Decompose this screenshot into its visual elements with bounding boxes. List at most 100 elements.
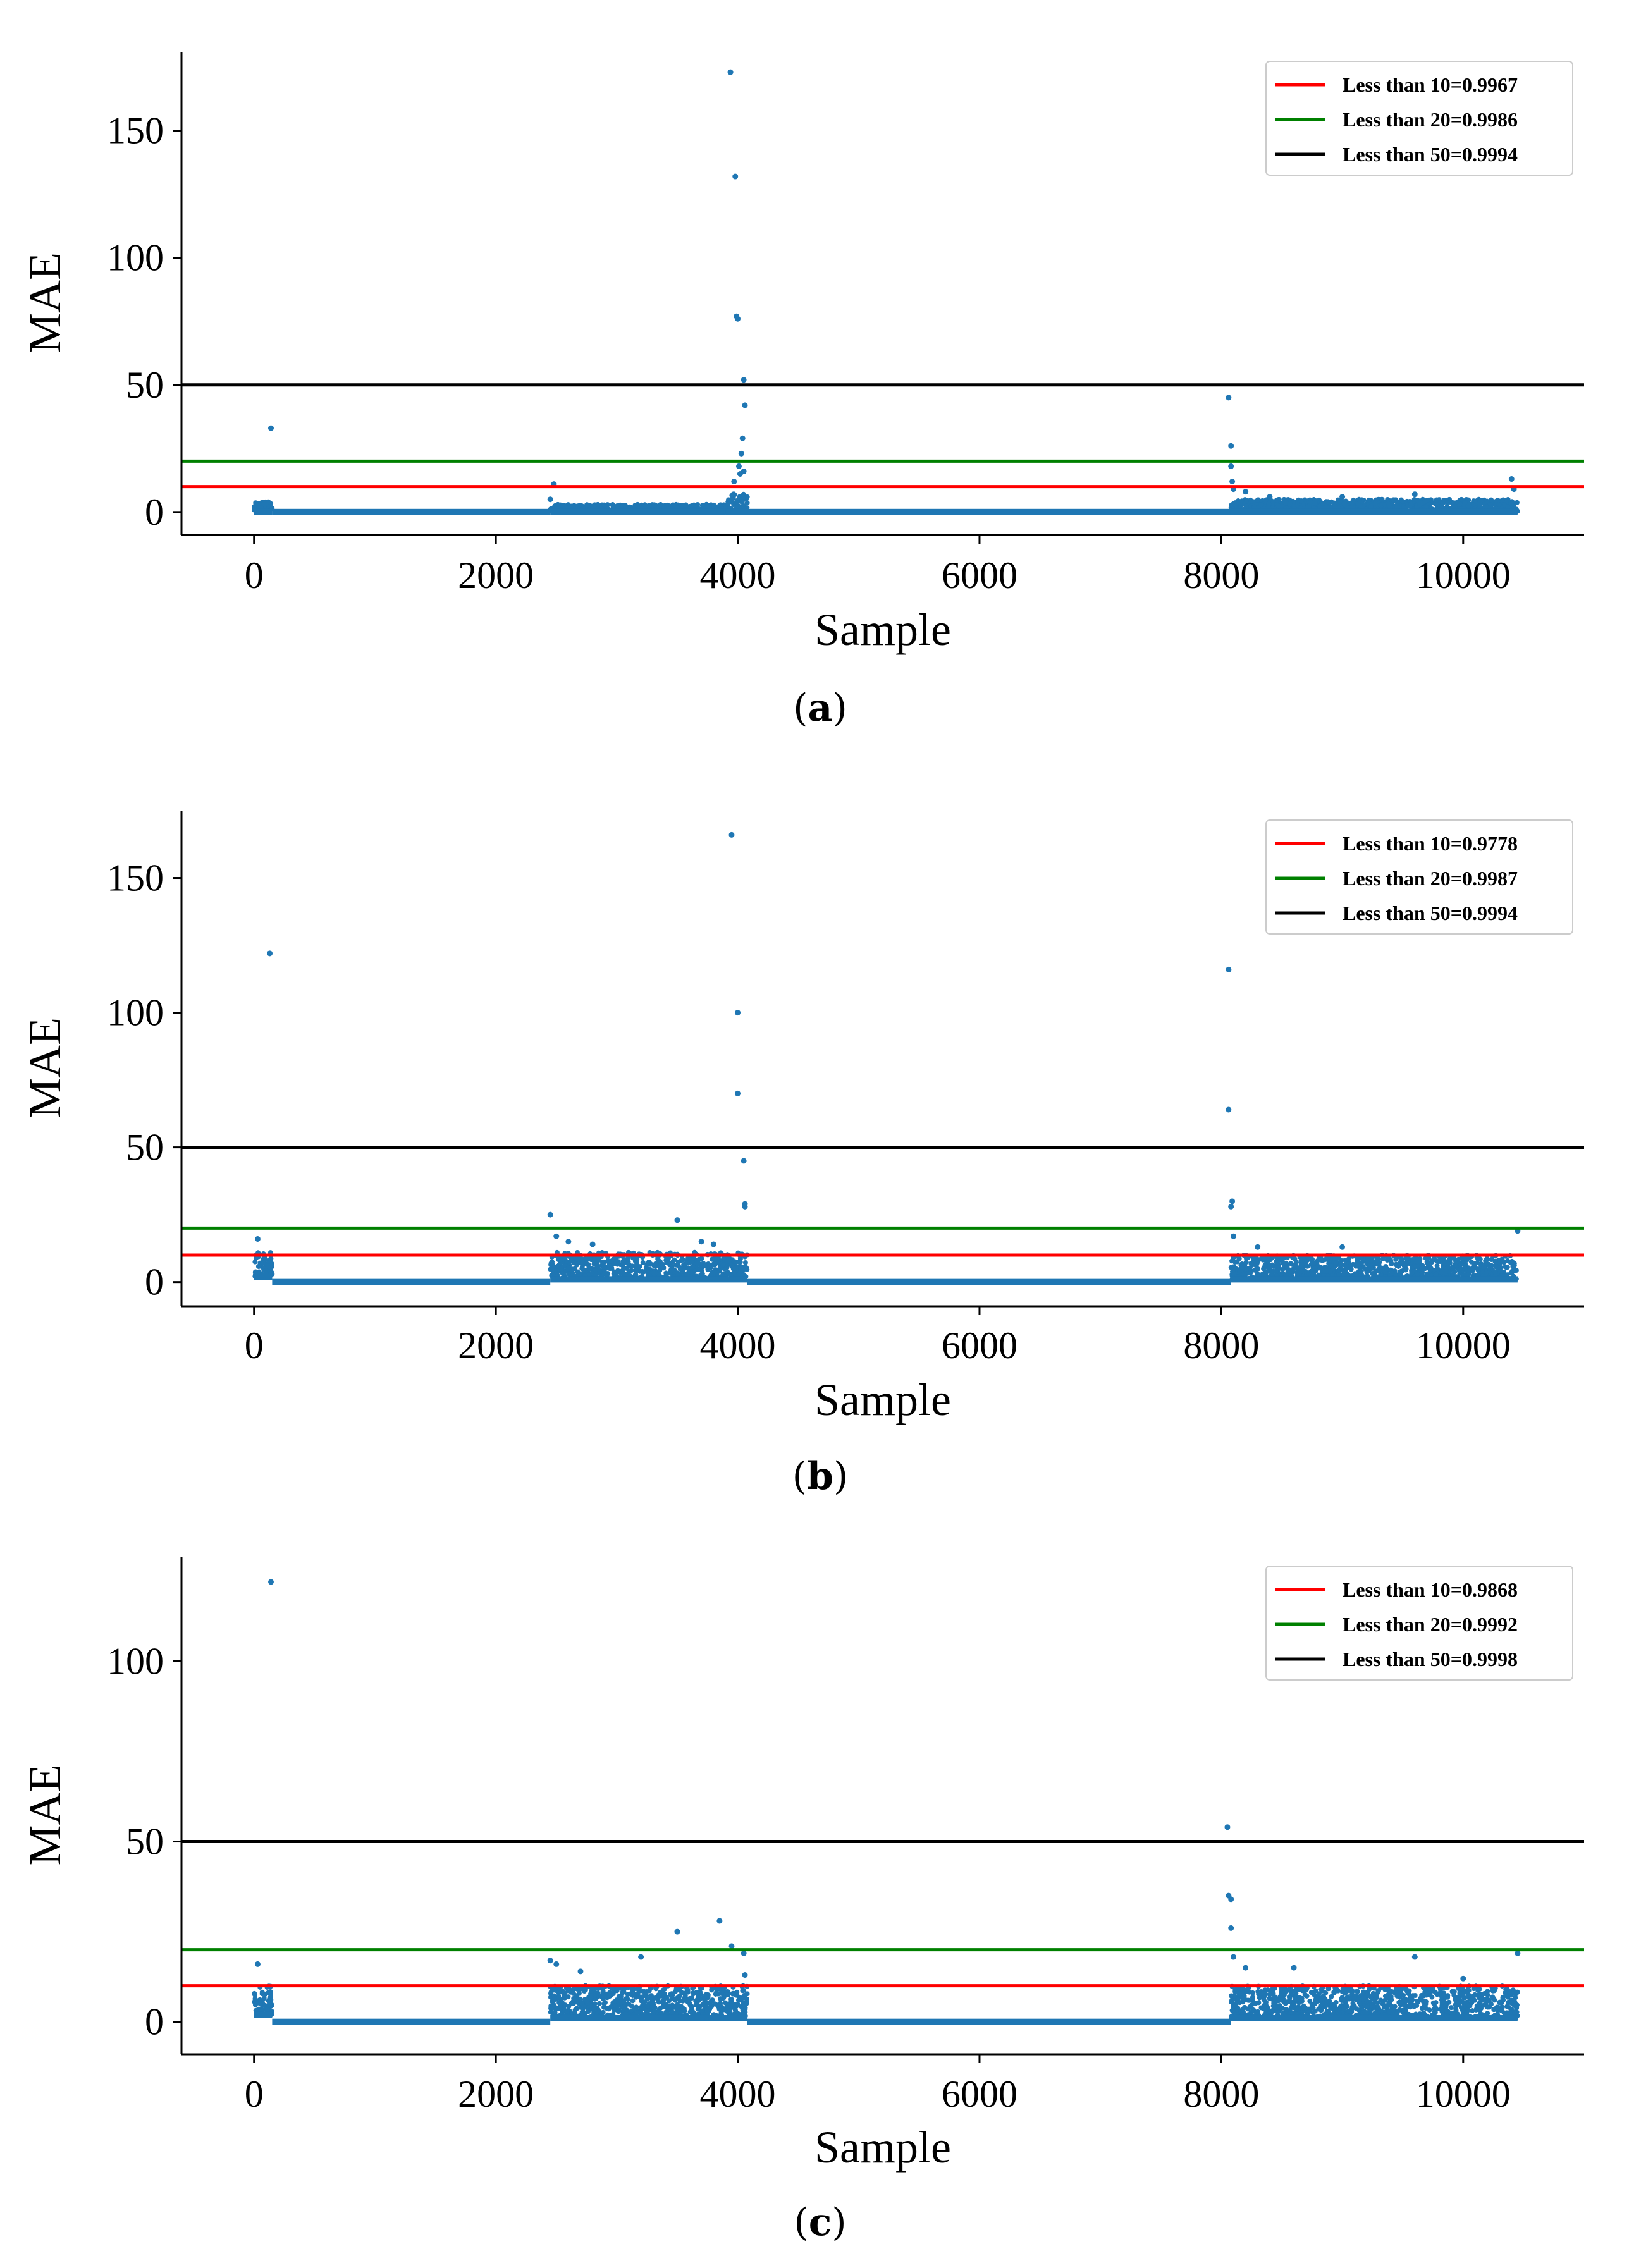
scatter-point <box>594 1263 599 1268</box>
x-tick-label: 6000 <box>942 555 1017 596</box>
scatter-point <box>1267 1262 1272 1268</box>
scatter-outlier <box>1226 966 1232 972</box>
panel-caption: (a) <box>793 686 847 730</box>
scatter-segment-0 <box>251 499 275 515</box>
scatter-point <box>734 2004 739 2009</box>
scatter-point <box>724 2004 730 2010</box>
scatter-point <box>1484 504 1489 510</box>
scatter-point <box>1368 503 1374 509</box>
caption-close-paren: ) <box>832 686 847 730</box>
scatter-baseline <box>550 508 726 515</box>
scatter-point <box>691 1991 696 1997</box>
scatter-outlier <box>741 468 747 474</box>
scatter-point <box>587 1266 593 1272</box>
scatter-point <box>697 1266 703 1272</box>
scatter-outlier <box>1228 463 1234 469</box>
scatter-point <box>601 502 607 508</box>
y-tick-label: 100 <box>107 992 164 1034</box>
y-tick-label: 100 <box>107 237 164 279</box>
scatter-point <box>1324 1268 1329 1274</box>
scatter-point <box>1250 2007 1256 2013</box>
scatter-segment-3 <box>747 1278 1231 1285</box>
scatter-outlier <box>254 1235 261 1242</box>
scatter-point <box>621 1260 627 1265</box>
scatter-point <box>666 1260 672 1266</box>
scatter-segment-3 <box>723 491 750 515</box>
scatter-point <box>1280 1266 1286 1272</box>
scatter-point <box>703 2003 708 2009</box>
scatter-point <box>575 1272 581 1277</box>
scatter-point <box>587 1256 593 1262</box>
scatter-point <box>1311 1272 1317 1277</box>
scatter-segment-2 <box>548 501 728 515</box>
scatter-point <box>585 2000 591 2006</box>
scatter-point <box>644 2007 650 2013</box>
scatter-point <box>559 2000 565 2006</box>
x-tick-label: 6000 <box>942 1325 1017 1366</box>
legend-label: Less than 10=0.9967 <box>1343 73 1518 96</box>
scatter-point <box>1439 503 1444 508</box>
scatter-point <box>652 2009 658 2014</box>
scatter-point <box>673 1989 679 1994</box>
scatter-outlier <box>727 69 734 75</box>
scatter-baseline <box>747 508 1231 515</box>
scatter-point <box>736 1259 742 1265</box>
y-axis-title: MAE <box>20 252 70 353</box>
scatter-point <box>267 1992 273 1997</box>
caption-letter: b <box>807 1454 833 1499</box>
scatter-point <box>255 2000 261 2006</box>
scatter-point <box>1408 501 1414 507</box>
scatter-point <box>1248 1270 1253 1275</box>
scatter-point <box>694 2002 699 2007</box>
scatter-point <box>1481 1265 1487 1270</box>
scatter-segment-4 <box>1228 1983 1520 2021</box>
scatter-point <box>714 1270 720 1276</box>
scatter-point <box>727 1258 732 1263</box>
y-axis-title: MAE <box>20 1017 70 1119</box>
scatter-point <box>631 1986 637 1992</box>
scatter-point <box>1472 1261 1478 1266</box>
scatter-point <box>651 1270 656 1275</box>
scatter-point <box>1333 1260 1339 1266</box>
scatter-point <box>1308 500 1313 505</box>
scatter-point <box>741 2003 747 2009</box>
scatter-point <box>731 491 737 497</box>
scatter-point <box>1244 498 1250 503</box>
scatter-point <box>1349 500 1355 505</box>
scatter-point <box>1514 500 1520 505</box>
scatter-point <box>708 1265 713 1270</box>
scatter-point <box>720 1262 726 1268</box>
scatter-point <box>1393 1256 1399 1262</box>
scatter-outlier <box>547 1211 553 1218</box>
scatter-outlier <box>267 425 274 431</box>
scatter-point <box>1368 1258 1374 1263</box>
scatter-point <box>1313 501 1318 506</box>
scatter-point <box>1228 1265 1234 1270</box>
scatter-point <box>692 1268 698 1274</box>
chart-panel-b: 0 2000 4000 6000 8000 10000050100150SampleMAE… <box>20 811 1584 1499</box>
scatter-segment-1 <box>272 508 551 515</box>
scatter-point <box>642 1999 648 2005</box>
scatter-baseline <box>254 1273 273 1280</box>
scatter-point <box>1425 1987 1431 1992</box>
legend-label: Less than 50=0.9994 <box>1343 143 1518 166</box>
x-tick-label: 0 <box>245 555 264 596</box>
scatter-baseline <box>272 2018 551 2025</box>
scatter-outlier <box>1267 494 1273 500</box>
caption-letter: a <box>808 686 833 730</box>
scatter-outlier <box>1226 395 1232 401</box>
scatter-point <box>1306 1270 1312 1276</box>
scatter-point <box>1332 503 1337 509</box>
scatter-point <box>1337 499 1343 505</box>
scatter-outlier <box>1508 476 1515 482</box>
scatter-point <box>737 504 742 510</box>
scatter-point <box>582 1256 587 1262</box>
scatter-point <box>558 2006 563 2011</box>
scatter-point <box>558 1258 563 1263</box>
scatter-point <box>1262 1270 1268 1275</box>
scatter-outlier <box>728 831 735 838</box>
caption-close-paren: ) <box>833 1454 848 1499</box>
scatter-point <box>621 1265 627 1271</box>
scatter-point <box>629 1263 635 1269</box>
scatter-point <box>728 499 734 505</box>
